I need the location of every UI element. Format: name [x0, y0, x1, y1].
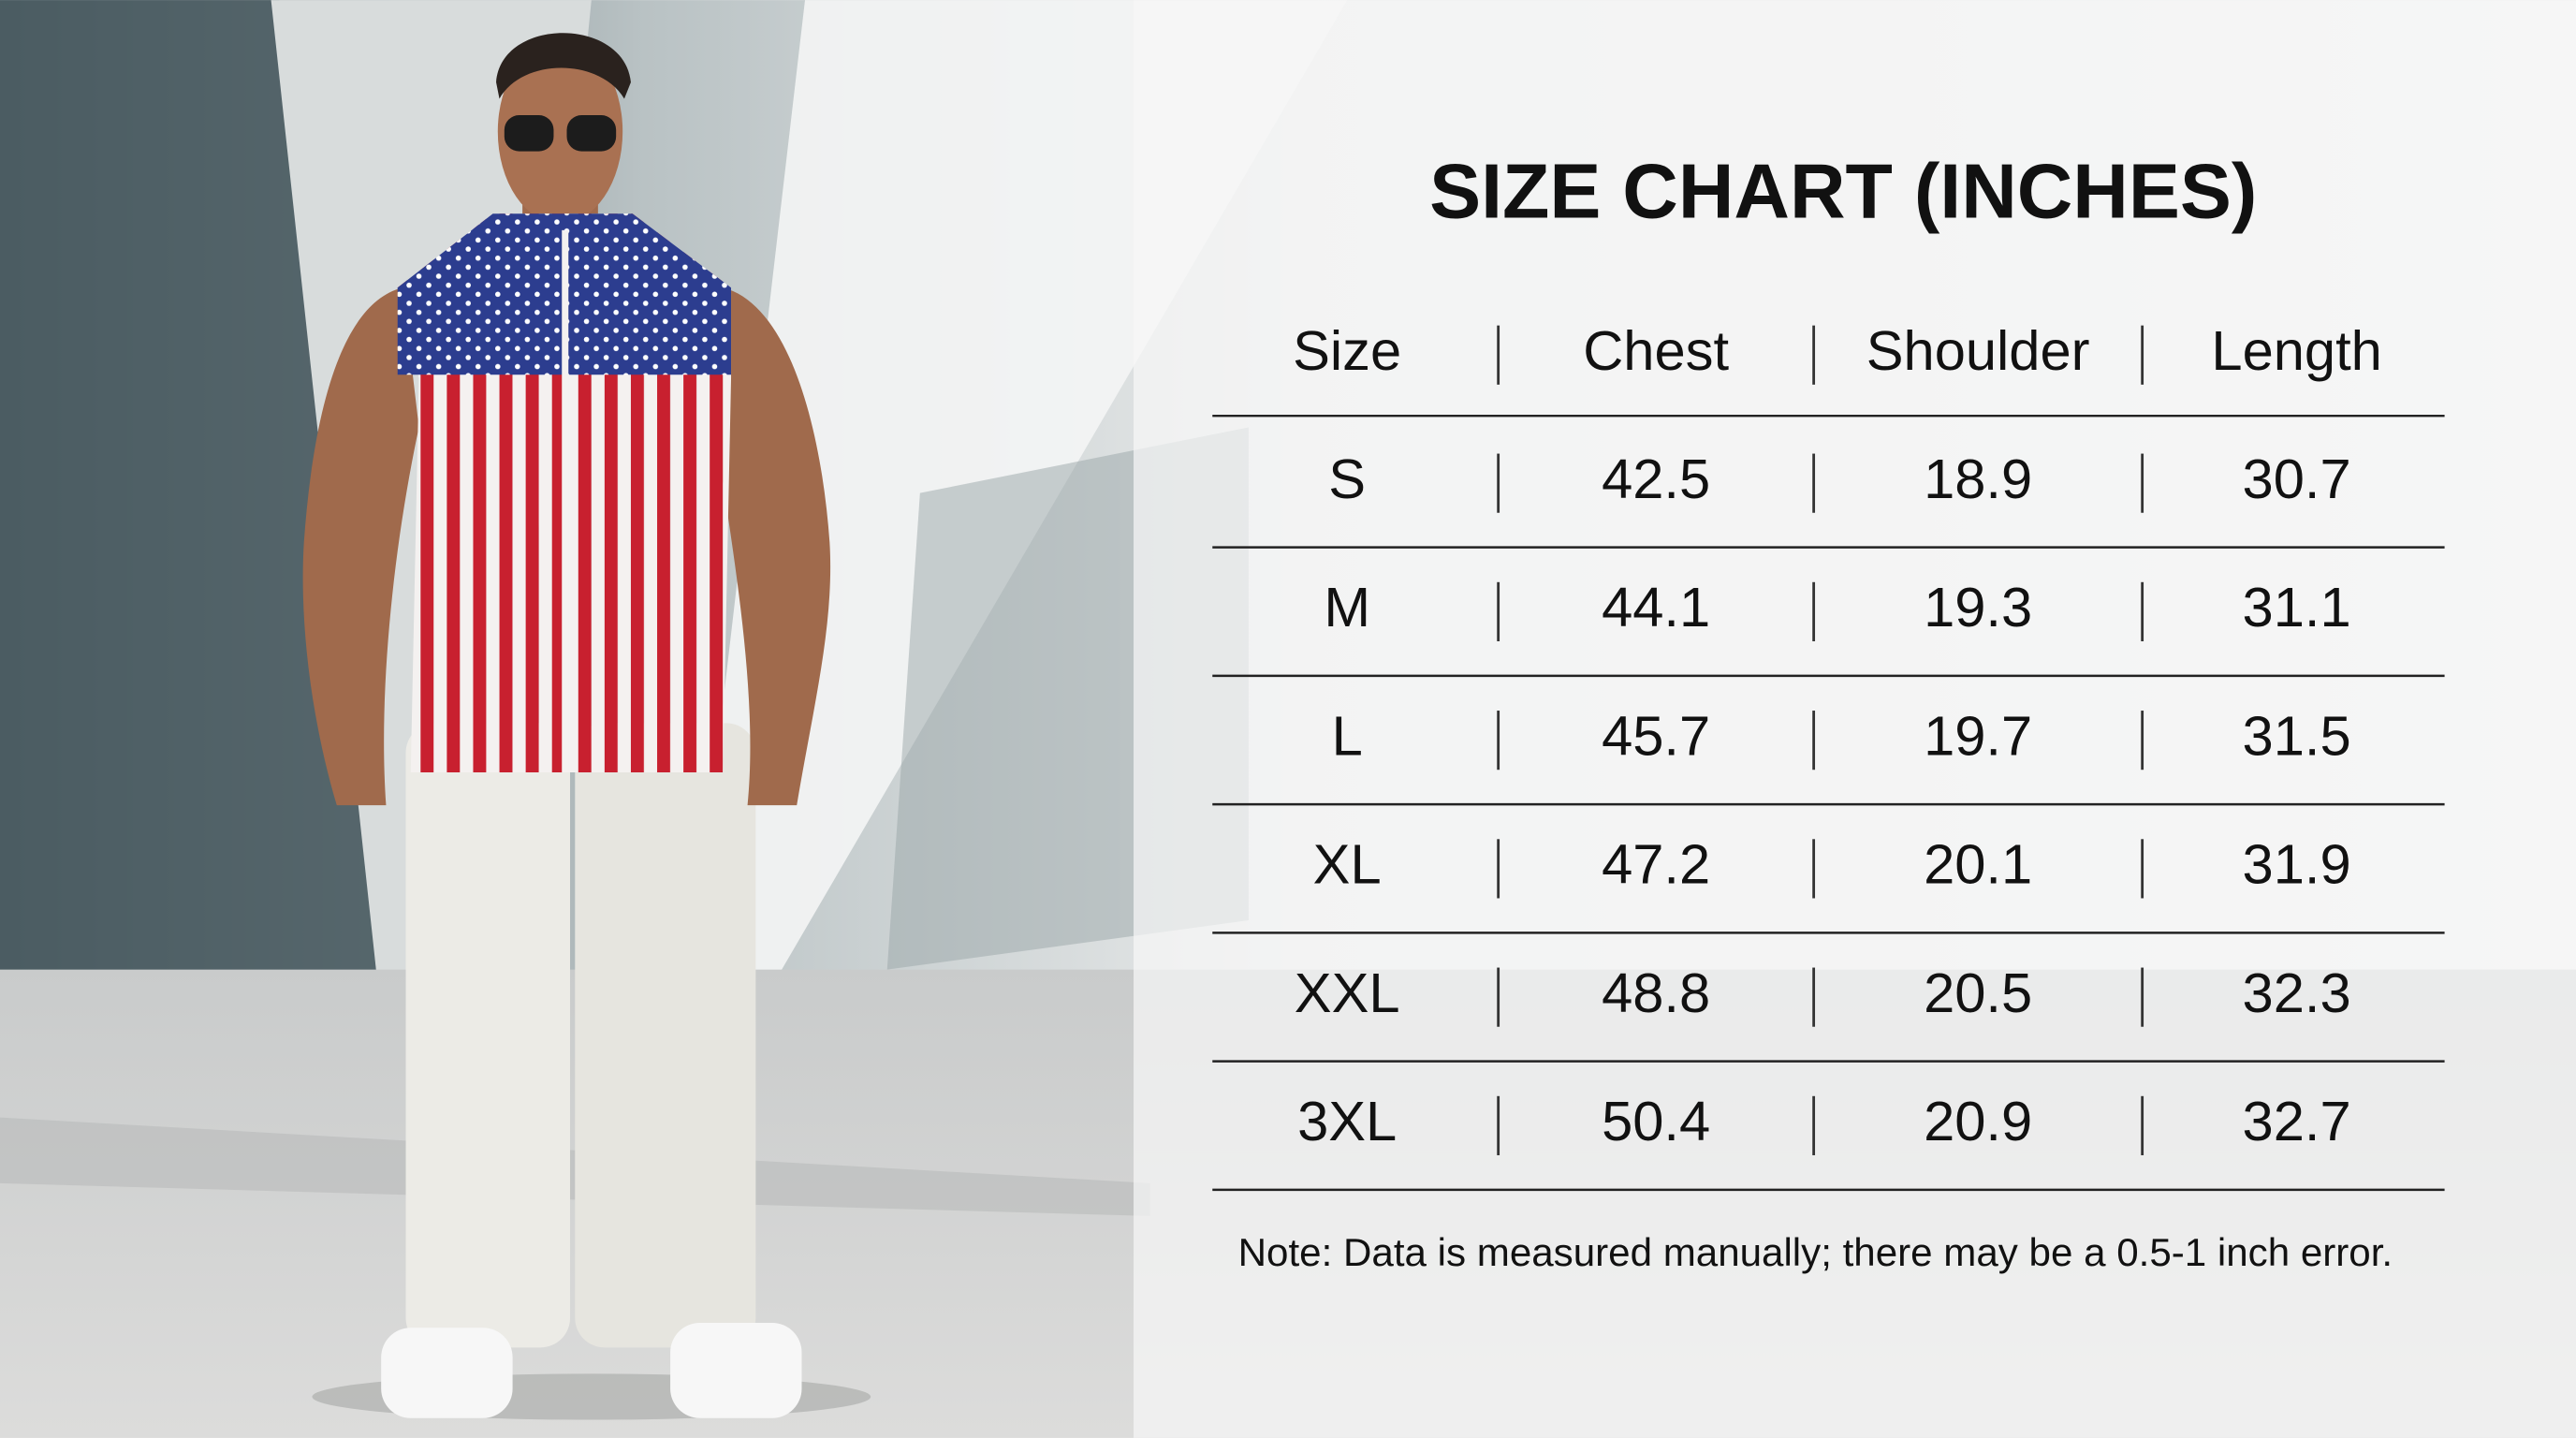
size-cell: M — [1324, 576, 1370, 638]
measurement-cell: 19.7 — [1924, 704, 2032, 767]
measurement-cell: 20.9 — [1924, 1090, 2032, 1152]
size-table: Size Chest Shoulder Length S 42.5 18.9 30.7 M 44.… — [1212, 319, 2445, 1192]
measurement-cell: 20.5 — [1924, 961, 2032, 1024]
measurement-cell: 31.1 — [2243, 576, 2351, 638]
column-header: Size — [1293, 319, 1401, 382]
measurement-cell: 32.7 — [2243, 1090, 2351, 1152]
measurement-cell: 19.3 — [1924, 576, 2032, 638]
measurement-cell: 31.9 — [2243, 833, 2351, 896]
measurement-cell: 48.8 — [1602, 961, 1710, 1024]
column-header: Shoulder — [1866, 319, 2090, 382]
measurement-cell: 42.5 — [1602, 448, 1710, 510]
measurement-cell: 30.7 — [2243, 448, 2351, 510]
measurement-cell: 47.2 — [1602, 833, 1710, 896]
measurement-cell: 50.4 — [1602, 1090, 1710, 1152]
size-cell: S — [1328, 448, 1366, 510]
measurement-cell: 20.1 — [1924, 833, 2032, 896]
measurement-cell: 44.1 — [1602, 576, 1710, 638]
measurement-cell: 18.9 — [1924, 448, 2032, 510]
measurement-cell: 31.5 — [2243, 704, 2351, 767]
chart-title: SIZE CHART (INCHES) — [1429, 149, 2257, 235]
model-figure — [302, 33, 871, 1420]
size-cell: 3XL — [1297, 1090, 1397, 1152]
column-header: Chest — [1583, 319, 1729, 382]
size-cell: L — [1332, 704, 1363, 767]
measurement-cell: 32.3 — [2243, 961, 2351, 1024]
size-cell: XXL — [1295, 961, 1400, 1024]
size-cell: XL — [1313, 833, 1382, 896]
column-header: Length — [2211, 319, 2381, 382]
measurement-cell: 45.7 — [1602, 704, 1710, 767]
note: Note: Data is measured manually; there m… — [1238, 1230, 2393, 1274]
